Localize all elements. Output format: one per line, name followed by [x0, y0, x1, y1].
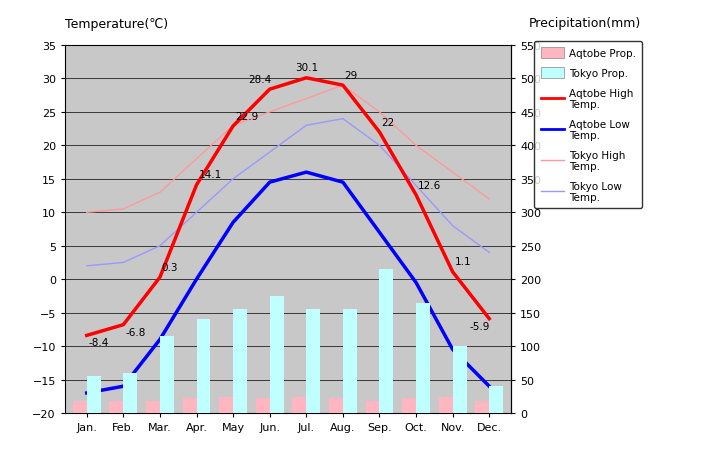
- Text: 29: 29: [345, 71, 358, 81]
- Bar: [379, 269, 393, 413]
- Aqtobe Low
Temp.: [229, 220, 238, 225]
- Tokyo High
Temp.: [266, 110, 274, 115]
- Tokyo High
Temp.: [485, 197, 494, 202]
- Text: -8.4: -8.4: [89, 338, 109, 347]
- Aqtobe High
Temp.: [485, 316, 494, 322]
- Aqtobe Low
Temp.: [82, 390, 91, 396]
- Tokyo High
Temp.: [375, 110, 384, 115]
- Text: Precipitation(mm): Precipitation(mm): [529, 17, 642, 30]
- Tokyo High
Temp.: [302, 96, 310, 102]
- Bar: [109, 401, 123, 413]
- Line: Aqtobe High
Temp.: Aqtobe High Temp.: [86, 78, 490, 336]
- Bar: [306, 310, 320, 413]
- Tokyo Low
Temp.: [266, 150, 274, 156]
- Bar: [402, 398, 416, 413]
- Text: 28.4: 28.4: [248, 75, 271, 84]
- Aqtobe Low
Temp.: [338, 180, 347, 185]
- Bar: [146, 401, 160, 413]
- Bar: [475, 401, 490, 413]
- Aqtobe Low
Temp.: [302, 170, 310, 175]
- Text: 12.6: 12.6: [418, 180, 441, 190]
- Aqtobe High
Temp.: [266, 87, 274, 93]
- Tokyo Low
Temp.: [338, 117, 347, 122]
- Tokyo High
Temp.: [192, 157, 201, 162]
- Tokyo Low
Temp.: [82, 263, 91, 269]
- Text: Temperature(℃): Temperature(℃): [65, 18, 168, 31]
- Tokyo Low
Temp.: [229, 177, 238, 182]
- Bar: [219, 397, 233, 413]
- Aqtobe Low
Temp.: [192, 277, 201, 282]
- Tokyo High
Temp.: [82, 210, 91, 216]
- Aqtobe High
Temp.: [375, 130, 384, 135]
- Tokyo High
Temp.: [119, 207, 127, 212]
- Bar: [343, 310, 357, 413]
- Aqtobe High
Temp.: [229, 124, 238, 129]
- Tokyo Low
Temp.: [192, 210, 201, 216]
- Aqtobe Low
Temp.: [412, 280, 420, 285]
- Tokyo High
Temp.: [449, 170, 457, 175]
- Bar: [183, 398, 197, 413]
- Text: -6.8: -6.8: [125, 327, 145, 337]
- Aqtobe High
Temp.: [82, 333, 91, 338]
- Aqtobe High
Temp.: [302, 76, 310, 81]
- Bar: [366, 401, 379, 413]
- Line: Aqtobe Low
Temp.: Aqtobe Low Temp.: [86, 173, 490, 393]
- Aqtobe High
Temp.: [192, 183, 201, 188]
- Aqtobe High
Temp.: [338, 83, 347, 89]
- Bar: [292, 397, 306, 413]
- Aqtobe Low
Temp.: [449, 347, 457, 353]
- Tokyo High
Temp.: [156, 190, 164, 196]
- Bar: [160, 336, 174, 413]
- Text: -5.9: -5.9: [469, 321, 490, 331]
- Bar: [197, 319, 210, 413]
- Text: 1.1: 1.1: [454, 257, 471, 267]
- Aqtobe Low
Temp.: [156, 337, 164, 342]
- Tokyo High
Temp.: [338, 83, 347, 89]
- Bar: [329, 398, 343, 413]
- Bar: [438, 397, 453, 413]
- Tokyo High
Temp.: [229, 123, 238, 129]
- Tokyo Low
Temp.: [412, 183, 420, 189]
- Bar: [416, 303, 430, 413]
- Aqtobe High
Temp.: [449, 269, 457, 275]
- Bar: [270, 296, 284, 413]
- Bar: [256, 398, 270, 413]
- Tokyo High
Temp.: [412, 143, 420, 149]
- Aqtobe Low
Temp.: [119, 384, 127, 389]
- Tokyo Low
Temp.: [302, 123, 310, 129]
- Tokyo Low
Temp.: [156, 243, 164, 249]
- Line: Tokyo Low
Temp.: Tokyo Low Temp.: [86, 119, 490, 266]
- Aqtobe Low
Temp.: [375, 230, 384, 235]
- Aqtobe High
Temp.: [156, 275, 164, 280]
- Line: Tokyo High
Temp.: Tokyo High Temp.: [86, 86, 490, 213]
- Bar: [490, 386, 503, 413]
- Tokyo Low
Temp.: [485, 250, 494, 256]
- Text: 22.9: 22.9: [235, 112, 258, 121]
- Tokyo Low
Temp.: [119, 260, 127, 266]
- Text: 0.3: 0.3: [162, 262, 179, 272]
- Text: 22: 22: [382, 118, 395, 127]
- Bar: [453, 347, 467, 413]
- Aqtobe Low
Temp.: [266, 180, 274, 185]
- Bar: [86, 376, 101, 413]
- Tokyo Low
Temp.: [375, 143, 384, 149]
- Aqtobe Low
Temp.: [485, 384, 494, 389]
- Aqtobe High
Temp.: [119, 322, 127, 328]
- Text: 30.1: 30.1: [295, 63, 318, 73]
- Bar: [233, 310, 247, 413]
- Bar: [123, 373, 138, 413]
- Bar: [73, 401, 86, 413]
- Tokyo Low
Temp.: [449, 224, 457, 229]
- Legend: Aqtobe Prop., Tokyo Prop., Aqtobe High
Temp., Aqtobe Low
Temp., Tokyo High
Temp.: Aqtobe Prop., Tokyo Prop., Aqtobe High T…: [534, 42, 642, 209]
- Text: 14.1: 14.1: [198, 170, 222, 180]
- Aqtobe High
Temp.: [412, 193, 420, 198]
